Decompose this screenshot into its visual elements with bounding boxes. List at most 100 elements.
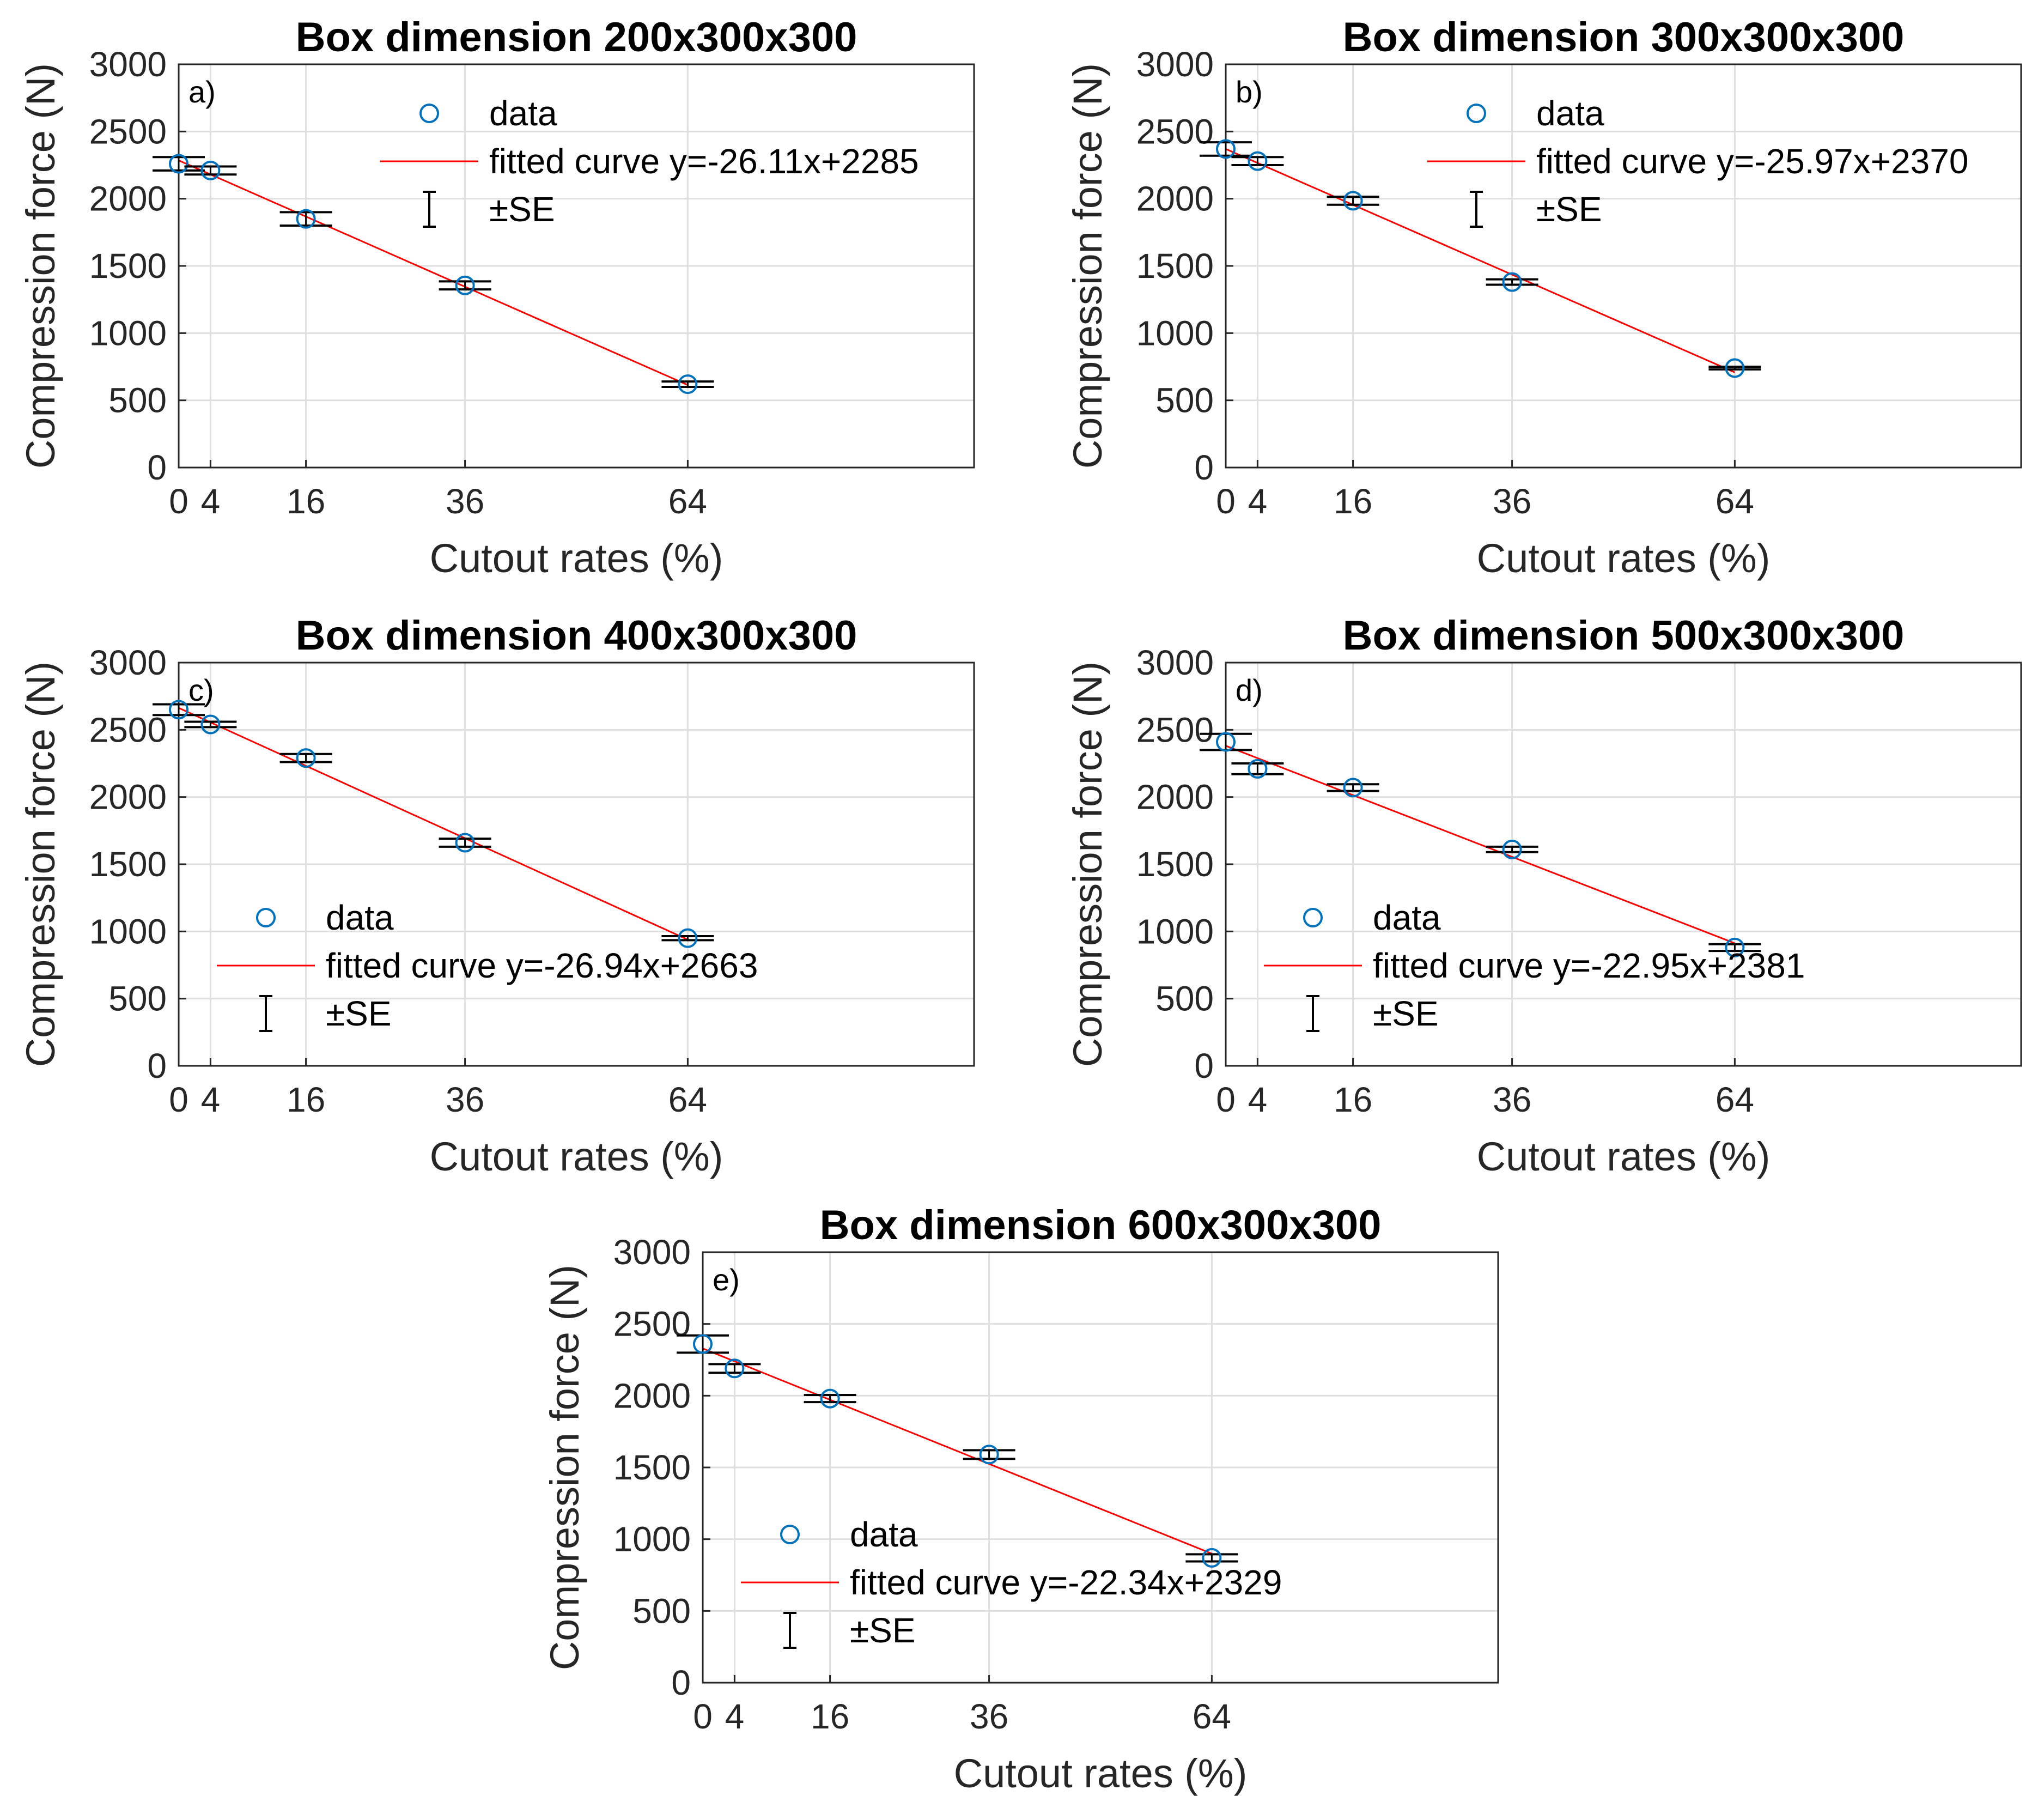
y-tick-label: 3000	[89, 643, 167, 682]
data-point	[1725, 937, 1745, 957]
chart-title: Box dimension 300x300x300	[1343, 14, 1905, 60]
y-tick-label: 3000	[613, 1233, 691, 1272]
data-point	[1216, 732, 1236, 752]
legend-fit-label: fitted curve y=-26.11x+2285	[489, 142, 919, 181]
y-tick-label: 1500	[613, 1448, 691, 1487]
chart-panel-1: 0 500 1000 1500 2000 2500 3000 0 4 16 36 64 Box dime…	[18, 14, 975, 581]
y-tick-label: 0	[1194, 448, 1214, 487]
x-tick-label: 4	[1248, 482, 1268, 521]
x-tick-label: 36	[970, 1697, 1008, 1736]
legend-se-label: ±SE	[850, 1611, 916, 1650]
y-tick-label: 0	[1194, 1046, 1214, 1085]
data-point	[678, 928, 698, 948]
panel-letter: b)	[1236, 75, 1263, 109]
y-tick-label: 2000	[89, 179, 167, 219]
data-point	[200, 714, 221, 735]
legend-fit-label: fitted curve y=-22.34x+2329	[850, 1563, 1282, 1602]
chart-panel-2: 0 500 1000 1500 2000 2500 3000 0 4 16 36 64 Box dime…	[1065, 14, 2022, 581]
fitted-line	[1225, 148, 1736, 373]
y-tick-label: 2500	[1136, 112, 1214, 151]
data-point	[169, 154, 188, 174]
data-point	[979, 1445, 999, 1465]
fitted-line	[1225, 745, 1735, 944]
data-point	[200, 160, 221, 180]
data-point	[1502, 272, 1522, 292]
x-tick-label: 0	[169, 482, 188, 521]
y-tick-label: 2000	[613, 1376, 691, 1415]
x-tick-label: 16	[1334, 482, 1372, 521]
x-tick-label: 36	[446, 482, 484, 521]
y-axis-label: Compression force (N)	[542, 1265, 587, 1670]
y-tick-label: 500	[1155, 979, 1214, 1018]
chart-panel-4: 0 500 1000 1500 2000 2500 3000 0 4 16 36 64 Box dime…	[1065, 612, 2022, 1179]
y-tick-label: 2000	[1136, 179, 1214, 219]
y-tick-label: 1000	[613, 1520, 691, 1559]
y-tick-label: 1500	[1136, 246, 1214, 286]
chart-panel-3: 0 500 1000 1500 2000 2500 3000 0 4 16 36 64 Box dime…	[18, 612, 975, 1179]
legend-data-marker	[1467, 104, 1486, 123]
data-point	[1502, 839, 1522, 859]
legend: data fitted curve y=-26.11x+2285 ±SE	[380, 94, 919, 229]
y-tick-label: 1500	[89, 845, 167, 884]
legend-se-label: ±SE	[489, 190, 555, 229]
x-axis-label: Cutout rates (%)	[1477, 536, 1771, 581]
x-tick-label: 4	[1248, 1080, 1268, 1119]
chart-title: Box dimension 200x300x300	[296, 14, 857, 60]
y-tick-label: 500	[108, 381, 167, 420]
y-axis-label: Compression force (N)	[18, 662, 63, 1067]
legend-fit-label: fitted curve y=-26.94x+2663	[326, 946, 758, 985]
legend: data fitted curve y=-26.94x+2663 ±SE	[217, 898, 758, 1033]
x-tick-label: 36	[1493, 482, 1531, 521]
fitted-line	[178, 159, 689, 386]
x-tick-label: 64	[668, 482, 707, 521]
y-tick-label: 500	[108, 979, 167, 1018]
x-tick-label: 16	[1334, 1080, 1372, 1119]
y-tick-label: 2500	[89, 112, 167, 151]
chart-panel-5: 0 500 1000 1500 2000 2500 3000 0 4 16 36 64 Box dime…	[542, 1202, 1499, 1796]
x-tick-label: 4	[725, 1697, 745, 1736]
panel-letter: a)	[188, 75, 216, 109]
y-tick-label: 1000	[1136, 912, 1214, 951]
x-tick-label: 16	[811, 1697, 849, 1736]
legend-data-label: data	[1536, 94, 1604, 133]
x-tick-label: 0	[1216, 482, 1236, 521]
panel-letter: c)	[188, 673, 214, 707]
legend-data-marker	[780, 1525, 800, 1544]
x-tick-label: 4	[201, 482, 221, 521]
y-tick-label: 1000	[89, 313, 167, 353]
x-tick-label: 64	[668, 1080, 707, 1119]
data-point	[1248, 151, 1268, 171]
legend-fit-label: fitted curve y=-22.95x+2381	[1373, 946, 1805, 985]
data-point	[725, 1358, 745, 1379]
legend: data fitted curve y=-22.34x+2329 ±SE	[741, 1515, 1282, 1650]
chart-title: Box dimension 600x300x300	[820, 1202, 1382, 1248]
data-point	[693, 1334, 713, 1354]
y-tick-label: 2500	[1136, 710, 1214, 749]
y-tick-label: 1500	[1136, 845, 1214, 884]
legend: data fitted curve y=-22.95x+2381 ±SE	[1264, 898, 1805, 1033]
x-tick-label: 64	[1716, 1080, 1754, 1119]
legend: data fitted curve y=-25.97x+2370 ±SE	[1427, 94, 1968, 229]
legend-data-label: data	[489, 94, 557, 133]
data-point	[1202, 1548, 1222, 1568]
data-point	[1343, 191, 1363, 211]
x-tick-label: 64	[1193, 1697, 1231, 1736]
y-tick-label: 500	[1155, 381, 1214, 420]
x-axis-label: Cutout rates (%)	[1477, 1134, 1771, 1179]
y-tick-label: 2500	[89, 710, 167, 749]
legend-data-label: data	[1373, 898, 1441, 937]
y-tick-label: 500	[632, 1591, 691, 1630]
x-axis-label: Cutout rates (%)	[954, 1751, 1248, 1796]
legend-data-marker	[419, 104, 439, 123]
y-tick-label: 2500	[613, 1305, 691, 1344]
panel-letter: d)	[1236, 673, 1263, 707]
x-tick-label: 0	[1216, 1080, 1236, 1119]
data-point	[296, 209, 316, 229]
y-tick-label: 2000	[89, 778, 167, 817]
y-axis-label: Compression force (N)	[1065, 662, 1110, 1067]
x-tick-label: 0	[693, 1697, 713, 1736]
legend-fit-label: fitted curve y=-25.97x+2370	[1536, 142, 1968, 181]
x-tick-label: 36	[446, 1080, 484, 1119]
data-point	[1216, 139, 1236, 159]
legend-se-label: ±SE	[1536, 190, 1602, 229]
